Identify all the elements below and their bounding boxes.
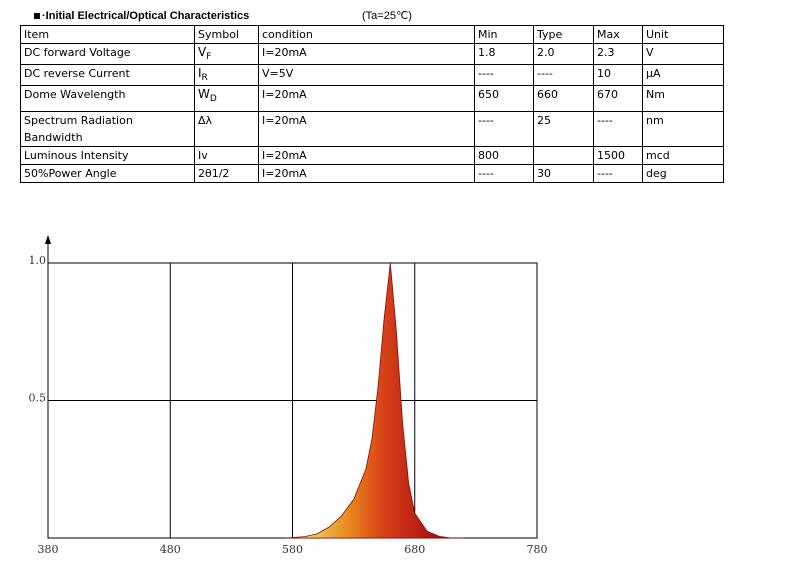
- spectrum-area: [286, 262, 464, 539]
- min-cell: 650: [474, 85, 534, 112]
- x-tick-label: 580: [282, 543, 303, 556]
- table-row: 50%Power Angle 2θ1/2 I=20mA ---- 30 ---- deg: [20, 164, 724, 183]
- condition-cell: I=20mA: [258, 164, 475, 183]
- section-heading: ·Initial Electrical/Optical Characterist…: [34, 8, 249, 24]
- unit-cell: deg: [642, 164, 724, 183]
- y-tick-label: 0.5: [29, 392, 47, 405]
- column-header: Min: [474, 25, 534, 44]
- symbol-text: Iv: [198, 149, 208, 162]
- symbol-cell: IR: [194, 64, 259, 86]
- unit-cell: mcd: [642, 146, 724, 165]
- min-cell: ----: [474, 164, 534, 183]
- table-header-row: Item Symbol condition Min Type Max Unit: [20, 25, 724, 44]
- condition-cell: V=5V: [258, 64, 475, 86]
- symbol-cell: VF: [194, 43, 259, 65]
- table-row: DC reverse Current IR V=5V ---- ---- 10 μA: [20, 64, 724, 86]
- column-header: condition: [258, 25, 475, 44]
- type-cell: ----: [533, 64, 594, 86]
- square-bullet-icon: [34, 13, 40, 19]
- unit-cell: Nm: [642, 85, 724, 112]
- table-row: Dome Wavelength WD I=20mA 650 660 670 Nm: [20, 85, 724, 112]
- min-cell: 1.8: [474, 43, 534, 65]
- y-axis-arrow-icon: [45, 235, 51, 244]
- symbol-subscript: F: [206, 52, 212, 62]
- symbol-cell: Δλ: [194, 111, 259, 147]
- max-cell: 1500: [593, 146, 643, 165]
- section-title: ·Initial Electrical/Optical Characterist…: [42, 10, 250, 22]
- item-cell: Luminous Intensity: [20, 146, 195, 165]
- max-cell: ----: [593, 164, 643, 183]
- item-cell: Spectrum Radiation Bandwidth: [20, 111, 195, 147]
- max-cell: 10: [593, 64, 643, 86]
- table-row: Spectrum Radiation Bandwidth Δλ I=20mA ----…: [20, 111, 724, 147]
- symbol-text: 2θ1/2: [198, 167, 230, 180]
- x-tick-label: 480: [160, 543, 181, 556]
- max-cell: ----: [593, 111, 643, 147]
- x-tick-label: 380: [38, 543, 59, 556]
- column-header: Item: [20, 25, 195, 44]
- x-tick-label: 680: [404, 543, 425, 556]
- y-tick-label: 1.0: [29, 254, 47, 267]
- symbol-text: I: [198, 66, 202, 80]
- symbol-text: Δλ: [198, 114, 213, 127]
- unit-cell: nm: [642, 111, 724, 147]
- type-cell: 2.0: [533, 43, 594, 65]
- symbol-cell: Iv: [194, 146, 259, 165]
- max-cell: 670: [593, 85, 643, 112]
- symbol-cell: WD: [194, 85, 259, 112]
- condition-cell: I=20mA: [258, 111, 475, 147]
- spectrum-chart: 380 480 580 680 780 1.0 0.5: [29, 235, 548, 556]
- table-row: DC forward Voltage VF I=20mA 1.8 2.0 2.3 V: [20, 43, 724, 65]
- type-cell: [533, 146, 594, 165]
- condition-cell: I=20mA: [258, 85, 475, 112]
- column-header: Symbol: [194, 25, 259, 44]
- symbol-subscript: R: [201, 73, 208, 83]
- symbol-text: W: [198, 87, 210, 101]
- item-cell: Dome Wavelength: [20, 85, 195, 112]
- min-cell: ----: [474, 111, 534, 147]
- symbol-text: V: [198, 45, 207, 59]
- symbol-subscript: D: [209, 94, 217, 104]
- temperature-condition: (Ta=25℃): [362, 10, 412, 22]
- min-cell: ----: [474, 64, 534, 86]
- column-header: Unit: [642, 25, 724, 44]
- item-cell: DC reverse Current: [20, 64, 195, 86]
- x-tick-label: 780: [527, 543, 548, 556]
- characteristics-table: Item Symbol condition Min Type Max Unit DC forw…: [20, 25, 724, 183]
- max-cell: 2.3: [593, 43, 643, 65]
- condition-cell: I=20mA: [258, 43, 475, 65]
- type-cell: 660: [533, 85, 594, 112]
- item-cell: 50%Power Angle: [20, 164, 195, 183]
- symbol-cell: 2θ1/2: [194, 164, 259, 183]
- item-cell: DC forward Voltage: [20, 43, 195, 65]
- column-header: Type: [533, 25, 594, 44]
- column-header: Max: [593, 25, 643, 44]
- condition-cell: I=20mA: [258, 146, 475, 165]
- type-cell: 25: [533, 111, 594, 147]
- table-row: Luminous Intensity Iv I=20mA 800 1500 mcd: [20, 146, 724, 165]
- unit-cell: V: [642, 43, 724, 65]
- min-cell: 800: [474, 146, 534, 165]
- type-cell: 30: [533, 164, 594, 183]
- unit-cell: μA: [642, 64, 724, 86]
